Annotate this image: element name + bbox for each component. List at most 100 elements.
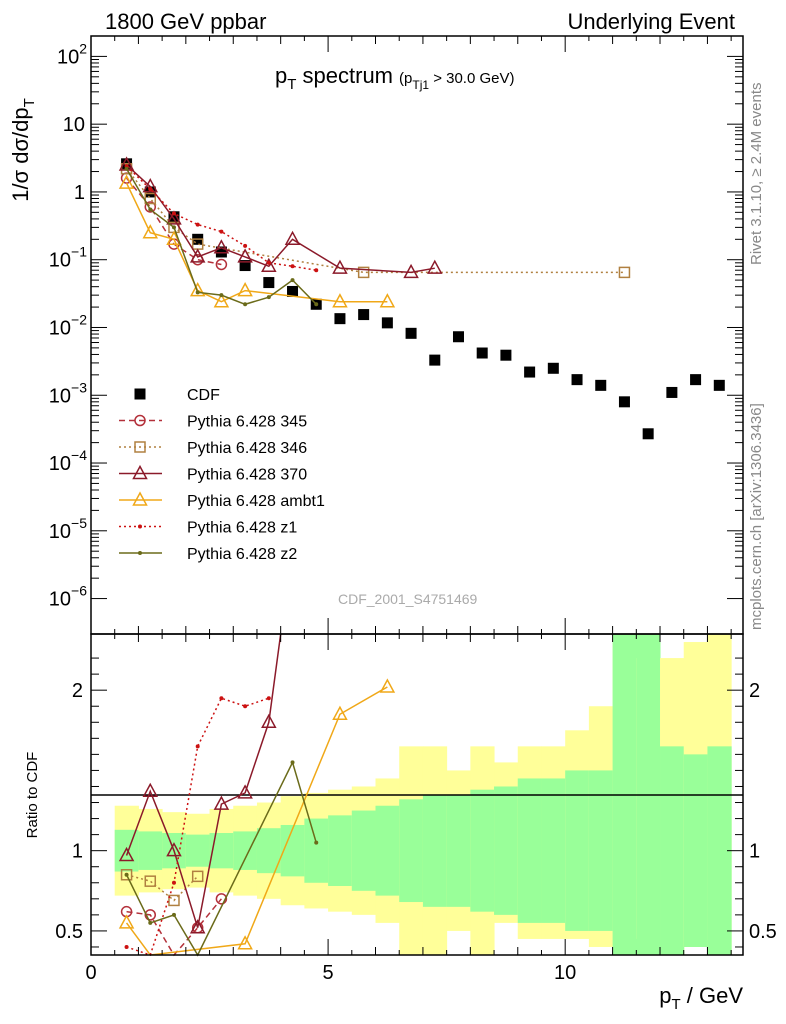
ratio-point [142, 782, 159, 798]
legend-point [134, 414, 146, 427]
data-point [332, 259, 348, 274]
ratio-series-pythia-6-428-346 [120, 869, 204, 907]
main-y-axis-title: 1/σ dσ/dpT [8, 98, 38, 202]
green-band-bin [565, 770, 590, 931]
main-plot-series [118, 156, 725, 440]
data-point [524, 366, 536, 378]
green-band-bin [328, 815, 353, 886]
data-point [148, 187, 153, 192]
ratio-series-pythia-6-428-370 [118, 633, 282, 934]
data-point [168, 211, 180, 223]
data-point [379, 293, 396, 308]
ratio-point [290, 760, 295, 765]
data-point [427, 259, 443, 274]
legend-entry: Pythia 6.428 345 [119, 414, 307, 431]
data-point [213, 239, 230, 254]
data-point [452, 331, 464, 343]
ratio-plot-series [118, 633, 396, 957]
green-band-bin [114, 829, 139, 872]
ratio-point [332, 705, 348, 720]
data-point [166, 210, 182, 225]
data-point [334, 313, 346, 325]
y-tick-label: 10−2 [49, 311, 87, 339]
legend-entry: CDF [134, 387, 220, 404]
green-band-bin [494, 786, 519, 915]
ratio-point [379, 678, 396, 693]
data-point [290, 264, 295, 269]
data-point [666, 386, 678, 398]
legend-label: CDF [187, 387, 220, 404]
data-point [332, 293, 348, 308]
legend-label: Pythia 6.428 346 [187, 440, 307, 457]
data-point [195, 222, 200, 227]
ratio-y-tick-label-right: 0.5 [749, 921, 777, 943]
green-band-bin [399, 799, 424, 903]
series-pythia-6-428-346 [120, 162, 631, 279]
data-point [171, 225, 176, 230]
ratio-y-tick-label-right: 2 [749, 680, 760, 702]
data-point [148, 207, 153, 212]
data-point [237, 248, 253, 263]
ratio-point [215, 893, 228, 905]
green-band-bin [683, 754, 708, 947]
legend-label: Pythia 6.428 345 [187, 414, 307, 431]
data-point [314, 268, 319, 273]
data-point [358, 309, 370, 321]
ratio-point [148, 920, 153, 925]
legend-entry: Pythia 6.428 ambt1 [119, 491, 325, 510]
data-point [171, 211, 176, 216]
data-point [314, 302, 319, 307]
y-tick-label: 102 [57, 40, 87, 68]
ratio-point [237, 784, 253, 799]
data-point [713, 379, 725, 391]
data-point [239, 260, 251, 272]
legend-entry: Pythia 6.428 346 [119, 440, 307, 457]
data-point [571, 374, 583, 386]
ratio-point [243, 704, 248, 709]
legend-entry: Pythia 6.428 z2 [119, 546, 297, 563]
ratio-point [195, 744, 200, 749]
rivet-version-label: Rivet 3.1.10, ≥ 2.4M events [748, 83, 765, 266]
legend-point [132, 464, 148, 480]
legend-label: Pythia 6.428 370 [187, 467, 307, 484]
data-point [290, 278, 295, 283]
ratio-y-tick-label-right: 1 [749, 841, 760, 863]
series-line [126, 164, 435, 274]
series-line [126, 165, 317, 271]
ratio-point [171, 880, 176, 885]
data-point [595, 379, 607, 391]
y-tick-label: 1 [74, 182, 85, 204]
green-band-bin [660, 746, 685, 955]
legend-label: Pythia 6.428 z1 [187, 520, 297, 537]
data-point [287, 285, 299, 297]
ratio-point [191, 870, 204, 883]
green-band-bin [304, 818, 329, 883]
x-tick-label: 0 [85, 962, 96, 984]
data-point [243, 243, 248, 248]
legend: CDF Pythia 6.428 345 Pythia 6.428 346 Pythi… [119, 387, 325, 563]
legend-label: Pythia 6.428 z2 [187, 546, 297, 563]
ratio-point [219, 696, 224, 701]
data-point [213, 293, 230, 308]
data-point [243, 302, 248, 307]
y-tick-label: 10−5 [49, 515, 87, 543]
data-point [642, 428, 654, 440]
analysis-watermark: CDF_2001_S4751469 [338, 591, 478, 607]
green-band-bin [446, 794, 471, 907]
data-point [219, 293, 224, 298]
data-point [219, 229, 224, 234]
x-tick-label: 5 [323, 962, 334, 984]
data-point [266, 295, 271, 300]
green-band-bin [517, 778, 542, 923]
data-point [144, 192, 157, 205]
ratio-line [125, 686, 388, 956]
ratio-point [118, 914, 135, 929]
ratio-point [124, 872, 129, 877]
ratio-point [189, 919, 206, 934]
data-point [500, 349, 512, 361]
data-point [405, 327, 417, 339]
data-point [476, 347, 488, 359]
legend-point [132, 491, 148, 506]
y-tick-label: 10−4 [49, 447, 87, 475]
ratio-uncertainty-bands [114, 634, 732, 955]
